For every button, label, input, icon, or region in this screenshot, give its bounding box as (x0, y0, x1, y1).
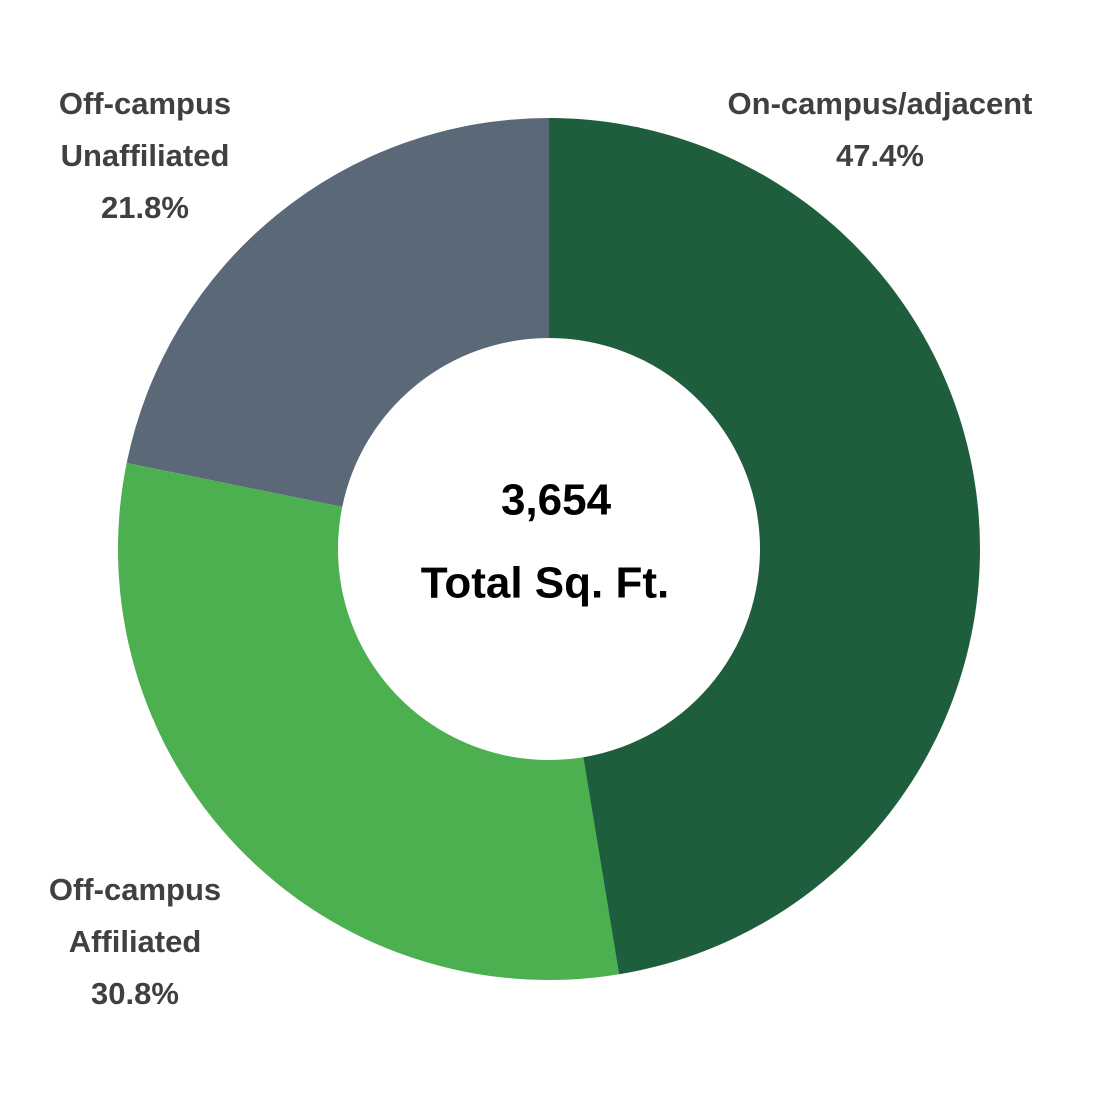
slice-label: On-campus/adjacent 47.4% (728, 86, 1033, 173)
center-total: 3,654 (501, 476, 612, 525)
value-label: 21.8% (101, 190, 189, 225)
slice-label: Off-campus Affiliated 30.8% (49, 872, 221, 1011)
donut-slice (549, 118, 980, 975)
donut-slice (126, 118, 550, 507)
category-label: Off-campus Unaffiliated (59, 86, 231, 173)
center-caption: Total Sq. Ft. (421, 559, 670, 608)
category-label: On-campus/adjacent (728, 86, 1033, 121)
value-label: 30.8% (91, 976, 179, 1011)
slice-label: Off-campus Unaffiliated 21.8% (59, 86, 231, 225)
category-label: Off-campus Affiliated (49, 872, 221, 959)
value-label: 47.4% (836, 138, 924, 173)
donut-slice (117, 462, 620, 980)
